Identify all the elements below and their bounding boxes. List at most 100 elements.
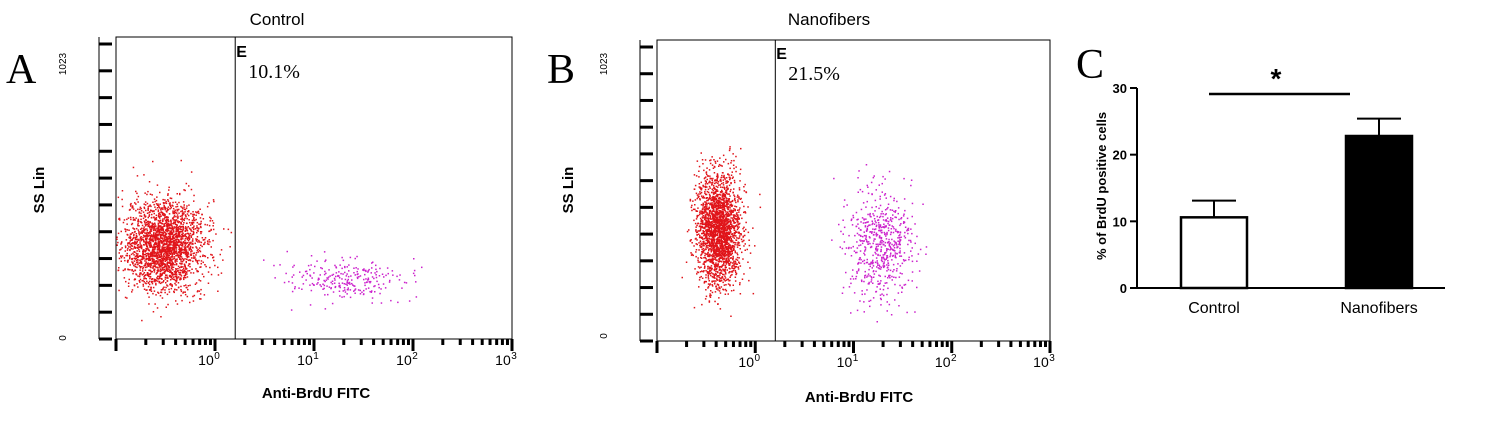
data-point [158, 231, 161, 233]
data-point [139, 266, 141, 268]
data-point [168, 223, 170, 225]
data-point [739, 282, 741, 284]
data-point [727, 283, 730, 285]
data-point [143, 241, 145, 243]
data-point [211, 220, 214, 222]
data-point [153, 249, 155, 251]
data-point [184, 265, 186, 268]
data-point [334, 286, 336, 289]
data-point [137, 261, 139, 263]
data-point [162, 272, 164, 274]
data-point [161, 250, 163, 252]
data-point [151, 260, 153, 262]
data-point [717, 255, 719, 258]
data-point [177, 235, 179, 238]
data-point [716, 228, 719, 230]
data-point [124, 230, 127, 233]
data-point [131, 261, 133, 263]
data-point [187, 226, 189, 228]
data-point [708, 239, 710, 242]
data-point [217, 290, 219, 292]
data-point [723, 227, 726, 229]
data-point [121, 198, 123, 201]
data-point [719, 274, 721, 276]
data-point [720, 182, 723, 185]
data-point [155, 234, 157, 236]
data-point [701, 196, 704, 199]
data-point [722, 214, 725, 216]
data-point [725, 217, 727, 219]
data-point [143, 288, 146, 290]
data-point [715, 256, 717, 259]
data-point [167, 239, 169, 241]
data-point [704, 227, 706, 229]
data-point [706, 253, 708, 255]
data-point [709, 162, 712, 165]
data-point [140, 255, 143, 258]
data-point [197, 262, 199, 265]
data-point [749, 252, 752, 254]
data-point [192, 272, 195, 274]
data-point [139, 269, 141, 271]
data-point [138, 246, 141, 249]
data-point [143, 280, 145, 283]
data-point [152, 266, 154, 269]
data-point [203, 238, 206, 241]
data-point [153, 229, 155, 232]
data-point [711, 156, 713, 158]
data-point [730, 257, 732, 259]
data-point [720, 286, 723, 288]
data-point [356, 270, 358, 273]
data-point [161, 223, 164, 225]
data-point [717, 237, 719, 239]
data-point [140, 246, 142, 248]
data-point [716, 279, 719, 281]
data-point [178, 273, 181, 276]
data-point [730, 201, 732, 203]
data-point [172, 201, 174, 204]
data-point [728, 206, 730, 208]
data-point [699, 246, 702, 248]
data-point [725, 213, 727, 216]
data-point [708, 238, 711, 240]
data-point [731, 252, 733, 255]
data-point [383, 276, 385, 278]
data-point [716, 173, 719, 175]
data-point [735, 263, 738, 266]
data-point [689, 198, 692, 201]
data-point [193, 194, 195, 197]
data-point [725, 250, 728, 253]
data-point [705, 289, 707, 291]
data-point [720, 231, 723, 234]
data-point [184, 235, 187, 237]
data-point [154, 264, 156, 267]
data-point [177, 230, 179, 232]
data-point [163, 272, 166, 275]
data-point [129, 240, 131, 242]
data-point [719, 201, 722, 203]
data-point [181, 206, 183, 209]
data-point [709, 259, 712, 261]
data-point [719, 257, 721, 259]
data-point [163, 255, 165, 257]
data-point [157, 203, 159, 205]
data-point [722, 258, 725, 260]
data-point [721, 259, 724, 261]
data-point [170, 222, 172, 225]
data-point [188, 238, 191, 240]
data-point [719, 232, 722, 235]
data-point [704, 185, 707, 187]
data-point [184, 214, 187, 216]
data-point [146, 245, 149, 248]
data-point [148, 242, 151, 244]
data-point [743, 230, 745, 232]
data-point [724, 208, 726, 210]
panel-b-points [681, 146, 928, 323]
data-point [162, 261, 165, 263]
data-point [358, 276, 360, 278]
data-point [175, 273, 178, 276]
data-point [717, 186, 719, 188]
data-point [725, 182, 727, 184]
data-point [157, 240, 159, 242]
data-point [714, 191, 717, 193]
